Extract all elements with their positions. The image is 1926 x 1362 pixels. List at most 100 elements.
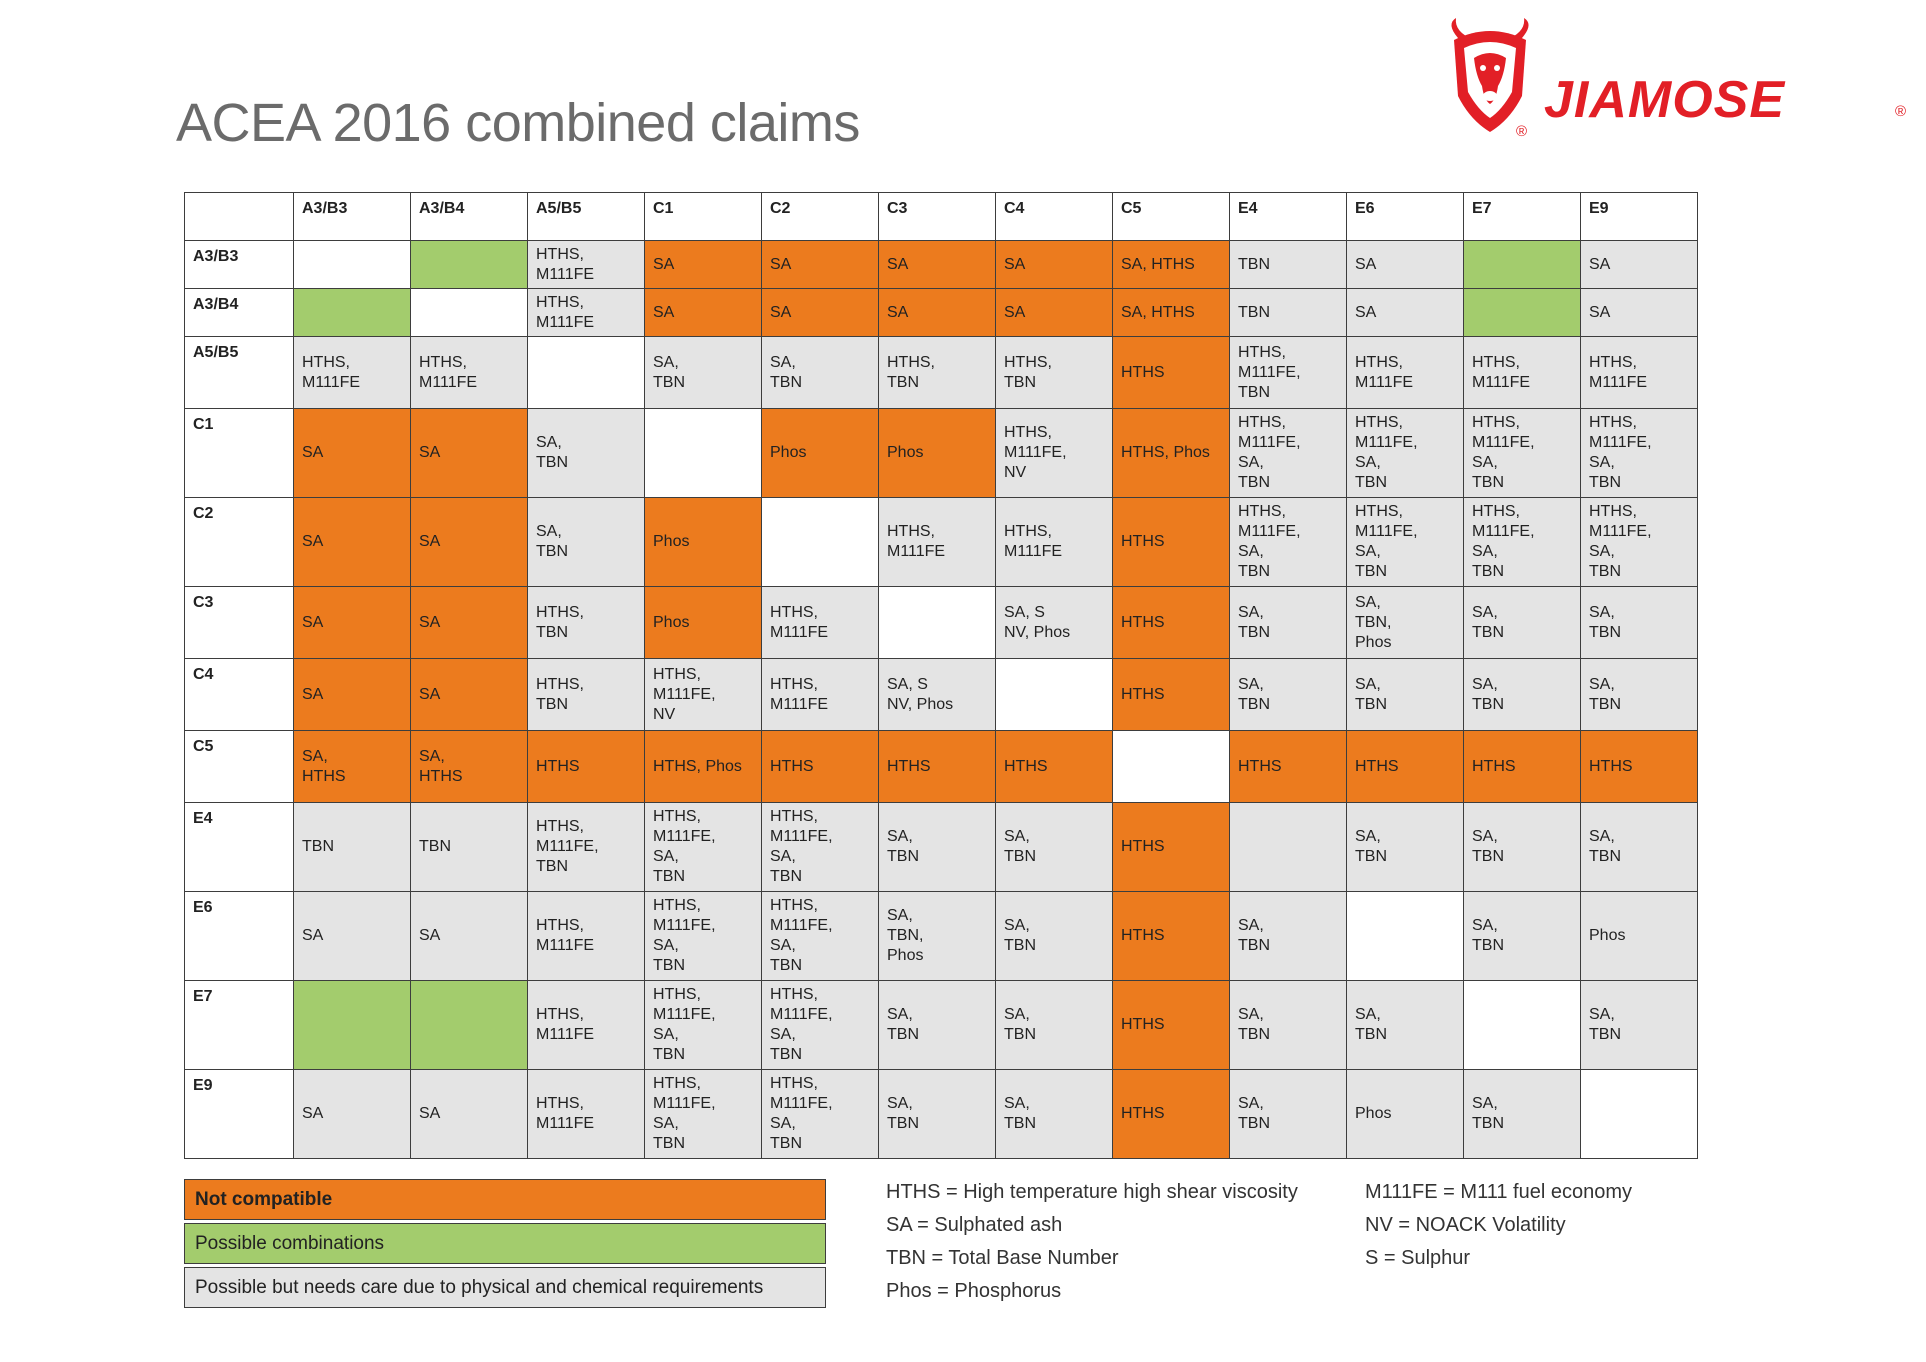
matrix-cell: SA xyxy=(1580,288,1698,337)
matrix-row: A5/B5 HTHS, M111FE HTHS, M111FE SA, TBN SA, … xyxy=(184,336,1698,409)
matrix-row: E9 SA SA HTHS, M111FE HTHS, M111FE, SA, TBN H… xyxy=(184,1069,1698,1159)
matrix-cell xyxy=(1346,891,1464,981)
row-header: E6 xyxy=(184,891,294,981)
abbreviation-phos: Phos = Phosphorus xyxy=(886,1280,1062,1302)
matrix-cell: SA xyxy=(995,240,1113,289)
matrix-cell: HTHS, M111FE, SA, TBN xyxy=(1346,408,1464,498)
column-header: C4 xyxy=(995,192,1113,241)
matrix-cell: SA, TBN xyxy=(1229,586,1347,659)
matrix-cell: SA, TBN xyxy=(1463,586,1581,659)
matrix-cell: SA xyxy=(410,497,528,587)
matrix-cell: HTHS, M111FE, SA, TBN xyxy=(1580,408,1698,498)
matrix-cell: SA, TBN xyxy=(878,1069,996,1159)
legend-possible-combinations: Possible combinations xyxy=(184,1223,826,1264)
matrix-cell: HTHS, M111FE xyxy=(1346,336,1464,409)
matrix-cell xyxy=(293,980,411,1070)
row-header: A5/B5 xyxy=(184,336,294,409)
matrix-cell: Phos xyxy=(644,586,762,659)
matrix-cell: HTHS, TBN xyxy=(527,586,645,659)
matrix-cell: HTHS xyxy=(1112,658,1230,731)
matrix-cell: SA, TBN xyxy=(1229,1069,1347,1159)
matrix-cell: HTHS, M111FE xyxy=(878,497,996,587)
matrix-cell: HTHS, M111FE, SA, TBN xyxy=(1580,497,1698,587)
matrix-cell: HTHS, M111FE, SA, TBN xyxy=(1463,408,1581,498)
matrix-cell: HTHS xyxy=(1229,730,1347,803)
matrix-cell: HTHS, M111FE xyxy=(527,980,645,1070)
matrix-cell: SA xyxy=(1346,240,1464,289)
matrix-cell: SA xyxy=(761,288,879,337)
matrix-cell: Phos xyxy=(878,408,996,498)
matrix-cell xyxy=(1463,980,1581,1070)
matrix-cell: HTHS xyxy=(1112,336,1230,409)
matrix-cell: HTHS, M111FE xyxy=(1463,336,1581,409)
brand-name: JIAMOSE xyxy=(1544,71,1786,129)
matrix-cell: HTHS, M111FE xyxy=(995,497,1113,587)
matrix-cell: SA, TBN xyxy=(1229,980,1347,1070)
matrix-cell: HTHS, M111FE, SA, TBN xyxy=(1229,408,1347,498)
matrix-cell: SA, HTHS xyxy=(1112,288,1230,337)
matrix-cell: HTHS, TBN xyxy=(527,658,645,731)
matrix-row: E7 HTHS, M111FE HTHS, M111FE, SA, TBN HTHS,… xyxy=(184,980,1698,1070)
matrix-cell: HTHS, M111FE, SA, TBN xyxy=(1463,497,1581,587)
row-header: C1 xyxy=(184,408,294,498)
matrix-cell xyxy=(293,240,411,289)
matrix-cell: SA xyxy=(293,497,411,587)
column-header: C2 xyxy=(761,192,879,241)
registered-mark: ® xyxy=(1516,123,1528,140)
matrix-cell xyxy=(1463,288,1581,337)
matrix-cell: HTHS, Phos xyxy=(1112,408,1230,498)
abbreviations-right: M111FE = M111 fuel economy NV = NOACK Vo… xyxy=(1365,1176,1632,1275)
matrix-cell: SA, TBN xyxy=(1463,658,1581,731)
matrix-cell: SA, TBN xyxy=(644,336,762,409)
matrix-cell: SA xyxy=(878,288,996,337)
matrix-corner xyxy=(184,192,294,241)
matrix-cell: HTHS, TBN xyxy=(995,336,1113,409)
column-header: E6 xyxy=(1346,192,1464,241)
abbreviation-tbn: TBN = Total Base Number xyxy=(886,1247,1119,1269)
matrix-cell: HTHS xyxy=(1112,891,1230,981)
matrix-cell: SA, HTHS xyxy=(293,730,411,803)
matrix-row: E6 SA SA HTHS, M111FE HTHS, M111FE, SA, TBN H… xyxy=(184,891,1698,981)
matrix-cell: HTHS xyxy=(1112,497,1230,587)
legend-not-compatible: Not compatible xyxy=(184,1179,826,1220)
matrix-cell: SA, TBN xyxy=(527,408,645,498)
matrix-cell: HTHS, M111FE, SA, TBN xyxy=(761,1069,879,1159)
abbreviation-m111fe: M111FE = M111 fuel economy xyxy=(1365,1181,1632,1203)
abbreviation-s: S = Sulphur xyxy=(1365,1247,1471,1269)
bull-shield-icon xyxy=(1451,18,1529,132)
matrix-cell: HTHS, M111FE, SA, TBN xyxy=(761,980,879,1070)
matrix-cell: HTHS, M111FE, SA, TBN xyxy=(761,891,879,981)
matrix-cell xyxy=(1580,1069,1698,1159)
matrix-cell: HTHS, M111FE, SA, TBN xyxy=(644,891,762,981)
matrix-cell: SA, HTHS xyxy=(410,730,528,803)
matrix-cell: HTHS, M111FE, SA, TBN xyxy=(1346,497,1464,587)
matrix-cell: HTHS, M111FE, NV xyxy=(995,408,1113,498)
matrix-cell: HTHS, M111FE, SA, TBN xyxy=(1229,497,1347,587)
matrix-cell: HTHS, M111FE, SA, TBN xyxy=(644,980,762,1070)
column-header: A5/B5 xyxy=(527,192,645,241)
row-header: C4 xyxy=(184,658,294,731)
page-title: ACEA 2016 combined claims xyxy=(176,93,860,153)
matrix-cell: SA, TBN xyxy=(878,980,996,1070)
matrix-cell: HTHS, M111FE, SA, TBN xyxy=(761,802,879,892)
matrix-cell xyxy=(527,336,645,409)
column-header: C5 xyxy=(1112,192,1230,241)
matrix-cell: SA xyxy=(995,288,1113,337)
row-header: E9 xyxy=(184,1069,294,1159)
matrix-cell: HTHS, M111FE, TBN xyxy=(1229,336,1347,409)
legend: Not compatible Possible combinations Pos… xyxy=(184,1179,826,1311)
matrix-cell: HTHS xyxy=(761,730,879,803)
registered-mark: ® xyxy=(1895,103,1907,120)
column-header: E9 xyxy=(1580,192,1698,241)
matrix-cell: SA, TBN xyxy=(1346,802,1464,892)
matrix-cell: SA xyxy=(761,240,879,289)
matrix-row: A3/B4 HTHS, M111FE SA SA SA SA SA, HTHS TBN SA SA xyxy=(184,288,1698,337)
matrix-cell xyxy=(410,288,528,337)
matrix-row: C3 SA SA HTHS, TBN Phos HTHS, M111FE SA, S NV,… xyxy=(184,586,1698,659)
matrix-cell: Phos xyxy=(1580,891,1698,981)
matrix-cell: SA, HTHS xyxy=(1112,240,1230,289)
column-header: C3 xyxy=(878,192,996,241)
column-header: E4 xyxy=(1229,192,1347,241)
matrix-row: C4 SA SA HTHS, TBN HTHS, M111FE, NV HTHS, M11… xyxy=(184,658,1698,731)
matrix-cell: HTHS xyxy=(1112,1069,1230,1159)
